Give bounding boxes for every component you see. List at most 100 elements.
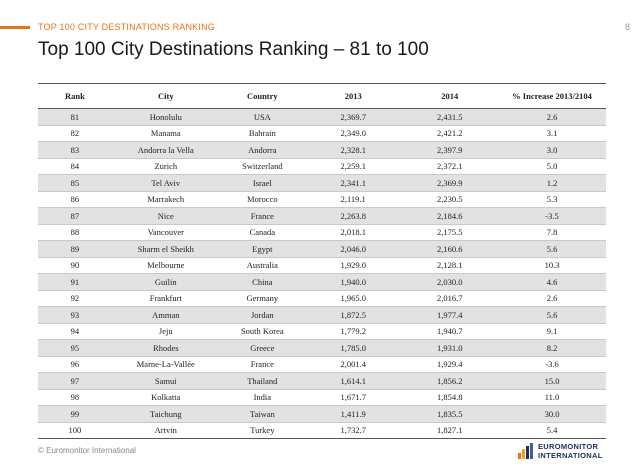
- table-row: 90 Melbourne Australia 1,929.0 2,128.1 10.3: [38, 257, 606, 274]
- table-cell: Nice: [111, 207, 220, 225]
- table-cell: 2,175.5: [401, 224, 499, 241]
- table-cell: Manama: [111, 125, 220, 142]
- table-cell: 83: [38, 141, 112, 159]
- table-row: 89 Sharm el Sheikh Egypt 2,046.0 2,160.6 5.6: [38, 240, 606, 258]
- table-cell: 2,160.6: [401, 240, 499, 258]
- table-cell: 5.3: [498, 191, 606, 208]
- table-cell: Kolkatta: [111, 389, 220, 406]
- table-cell: 89: [38, 240, 112, 258]
- table-cell: 1,856.2: [401, 372, 499, 390]
- logo-line-2: INTERNATIONAL: [538, 451, 603, 460]
- table-cell: Germany: [219, 290, 305, 307]
- table-cell: 1,835.5: [401, 405, 499, 423]
- table-cell: Jeju: [111, 323, 220, 340]
- table-cell: 81: [38, 108, 112, 126]
- table-cell: Rhodes: [111, 339, 220, 357]
- table-cell: 5.6: [498, 306, 606, 324]
- table-cell: 11.0: [498, 389, 606, 406]
- table-row: 81 Honolulu USA 2,369.7 2,431.5 2.6: [38, 108, 606, 126]
- table-cell: 85: [38, 174, 112, 192]
- table-cell: 2,018.1: [304, 224, 402, 241]
- table-cell: 2,369.7: [304, 108, 402, 126]
- table-cell: 2,372.1: [401, 158, 499, 175]
- table-cell: -3.5: [498, 207, 606, 225]
- table-cell: 91: [38, 273, 112, 291]
- column-header: City: [111, 83, 220, 109]
- table-cell: 4.6: [498, 273, 606, 291]
- table-cell: 1,931.0: [401, 339, 499, 357]
- table-cell: 98: [38, 389, 112, 406]
- table-row: 100 Artvin Turkey 1,732.7 1,827.1 5.4: [38, 422, 606, 439]
- table-cell: 2,397.9: [401, 141, 499, 159]
- table-cell: 3.1: [498, 125, 606, 142]
- table-cell: 1,977.4: [401, 306, 499, 324]
- footer-copyright: © Euromonitor International: [38, 446, 136, 455]
- table-row: 86 Marrakech Morocco 2,119.1 2,230.5 5.3: [38, 191, 606, 208]
- table-cell: Artvin: [111, 422, 220, 439]
- table-row: 96 Marne-La-Vallée France 2,001.4 1,929.4 -3.…: [38, 356, 606, 373]
- table-row: 91 Guilin China 1,940.0 2,030.0 4.6: [38, 273, 606, 291]
- table-cell: 5.4: [498, 422, 606, 439]
- table-cell: 96: [38, 356, 112, 373]
- table-cell: 1,965.0: [304, 290, 402, 307]
- table-cell: Vancouver: [111, 224, 220, 241]
- column-header: 2013: [304, 83, 402, 109]
- table-cell: South Korea: [219, 323, 305, 340]
- table-cell: 10.3: [498, 257, 606, 274]
- table-header-row: Rank City Country 2013 2014% Increase 2013/2…: [38, 83, 606, 109]
- table-cell: Guilin: [111, 273, 220, 291]
- table-cell: Turkey: [219, 422, 305, 439]
- table-cell: 1,872.5: [304, 306, 402, 324]
- table-cell: 90: [38, 257, 112, 274]
- logo-text: EUROMONITOR INTERNATIONAL: [538, 442, 603, 460]
- table-cell: 7.8: [498, 224, 606, 241]
- table-row: 83 Andorra la Vella Andorra 2,328.1 2,397.9 3…: [38, 141, 606, 159]
- table-cell: 99: [38, 405, 112, 423]
- table-cell: Thailand: [219, 372, 305, 390]
- table-cell: 1,732.7: [304, 422, 402, 439]
- table-cell: Bahrain: [219, 125, 305, 142]
- table-cell: 5.6: [498, 240, 606, 258]
- page-title: Top 100 City Destinations Ranking – 81 t…: [38, 39, 429, 60]
- table-cell: Andorra la Vella: [111, 141, 220, 159]
- table-cell: 2,001.4: [304, 356, 402, 373]
- ranking-table: Rank City Country 2013 2014% Increase 2013/2…: [38, 83, 606, 439]
- table-cell: 2.6: [498, 108, 606, 126]
- table-cell: 97: [38, 372, 112, 390]
- table-cell: Tel Aviv: [111, 174, 220, 192]
- table-cell: 3.0: [498, 141, 606, 159]
- table-cell: 88: [38, 224, 112, 241]
- table-cell: 2,128.1: [401, 257, 499, 274]
- table-cell: 86: [38, 191, 112, 208]
- column-header: 2014: [401, 83, 499, 109]
- table-cell: 1,929.4: [401, 356, 499, 373]
- table-cell: Jordan: [219, 306, 305, 324]
- table-cell: 1,411.9: [304, 405, 402, 423]
- table-cell: Australia: [219, 257, 305, 274]
- logo-line-1: EUROMONITOR: [538, 442, 599, 451]
- table-cell: Sharm el Sheikh: [111, 240, 220, 258]
- table-cell: Israel: [219, 174, 305, 192]
- table-cell: 1,671.7: [304, 389, 402, 406]
- table-cell: 5.0: [498, 158, 606, 175]
- table-cell: 2,349.0: [304, 125, 402, 142]
- euromonitor-logo-icon: [518, 443, 533, 459]
- table-cell: Taiwan: [219, 405, 305, 423]
- table-cell: 95: [38, 339, 112, 357]
- table-cell: Marrakech: [111, 191, 220, 208]
- table-row: 84 Zurich Switzerland 2,259.1 2,372.1 5.0: [38, 158, 606, 175]
- table-cell: Switzerland: [219, 158, 305, 175]
- table-cell: -3.6: [498, 356, 606, 373]
- table-cell: 2,030.0: [401, 273, 499, 291]
- table-cell: 1,827.1: [401, 422, 499, 439]
- table-cell: Taichung: [111, 405, 220, 423]
- table-cell: 1,614.1: [304, 372, 402, 390]
- table-row: 82 Manama Bahrain 2,349.0 2,421.2 3.1: [38, 125, 606, 142]
- table-cell: 2,046.0: [304, 240, 402, 258]
- table-cell: 87: [38, 207, 112, 225]
- table-row: 88 Vancouver Canada 2,018.1 2,175.5 7.8: [38, 224, 606, 241]
- table-cell: Honolulu: [111, 108, 220, 126]
- table-cell: 100: [38, 422, 112, 439]
- table-cell: Amman: [111, 306, 220, 324]
- table-row: 98 Kolkatta India 1,671.7 1,854.8 11.0: [38, 389, 606, 406]
